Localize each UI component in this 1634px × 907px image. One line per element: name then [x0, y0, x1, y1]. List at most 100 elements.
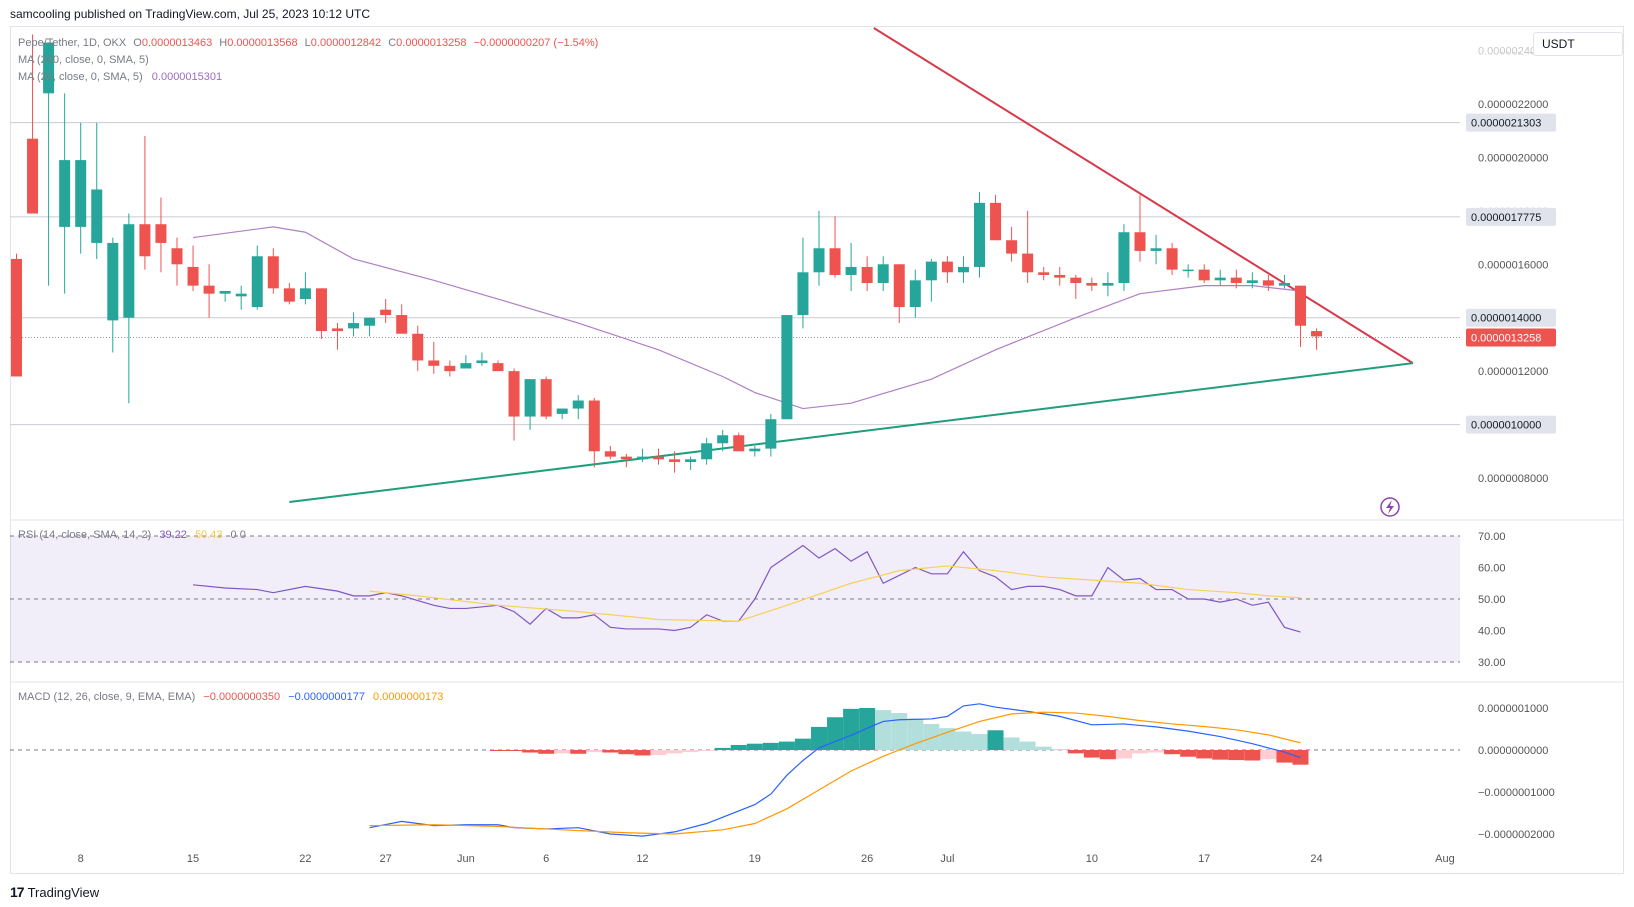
legend-o-label: O — [133, 37, 142, 49]
chart-frame — [10, 26, 1624, 874]
descending-resistance-line[interactable] — [873, 27, 1414, 364]
time-axis: 8 15 22 27 Jun 6 12 19 26 Jul 10 17 24 Aug — [78, 853, 1455, 865]
macd-histogram-bar — [650, 750, 667, 756]
time-tick-label: 24 — [1310, 853, 1322, 865]
candle-down — [540, 379, 552, 417]
candle-down — [187, 266, 199, 286]
macd-histogram-bar — [1035, 746, 1052, 750]
candles — [11, 34, 1323, 473]
price-level-label: 0.0000021303 — [1471, 118, 1541, 130]
macd-histogram-bar — [490, 750, 506, 751]
candle-up — [364, 317, 376, 326]
candle-up — [685, 459, 697, 462]
candle-up — [75, 160, 87, 227]
svg-text:MA (20, close, 0, SMA, 5): MA (20, close, 0, SMA, 5) 0.0000015301 — [18, 71, 222, 83]
price-legend: Pepe/Tether, 1D, OKX O0.0000013463 H0.00… — [18, 37, 598, 83]
macd-histogram-bar — [1067, 750, 1084, 754]
candle-up — [636, 456, 648, 460]
candle-up — [460, 363, 472, 369]
price-grid — [10, 52, 1620, 426]
macd-histogram-bar — [666, 750, 683, 754]
candle-down — [653, 456, 664, 460]
macd-histogram-bar — [586, 750, 603, 753]
price-level-badge — [1466, 207, 1556, 226]
candle-down — [315, 288, 327, 332]
candle-down — [444, 365, 456, 372]
legend-close: 0.0000013258 — [396, 37, 466, 49]
price-level-label: 0.0000013258 — [1471, 333, 1541, 345]
macd-histogram-bar — [1083, 750, 1100, 758]
macd-histogram-bar — [1115, 750, 1132, 759]
macd-histogram-bar — [698, 750, 715, 751]
price-tick-label-faded: 0.0000024000 — [1478, 46, 1548, 58]
legend-c-label: C — [388, 37, 396, 49]
candle-down — [588, 400, 600, 452]
price-labels: 0.0000021303 0.0000017775 0.0000014000 0.00… — [1466, 113, 1556, 434]
candle-up — [765, 419, 777, 449]
macd-histogram-bar — [827, 717, 844, 750]
macd-histogram-bar — [923, 723, 940, 750]
candle-down — [396, 315, 408, 334]
candle-down — [155, 224, 167, 243]
macd-histogram-bar — [730, 744, 747, 750]
time-tick-label: 26 — [861, 853, 873, 865]
macd-histogram-bar — [1099, 750, 1116, 760]
price-level-badge — [1466, 415, 1556, 434]
time-tick-label: 6 — [543, 853, 549, 865]
candle-down — [733, 435, 745, 452]
candle-down — [1230, 277, 1242, 283]
legend-open: 0.0000013463 — [142, 37, 212, 49]
macd-histogram-bar — [859, 708, 876, 750]
macd-histogram-bar — [1228, 750, 1245, 761]
candle-down — [990, 202, 1002, 241]
candle-down — [11, 258, 22, 377]
macd-histogram-bar — [746, 743, 763, 750]
time-tick-label: 10 — [1086, 853, 1098, 865]
macd-histogram-bar — [522, 750, 539, 753]
lightning-icon[interactable] — [1380, 497, 1400, 517]
rsi-tick-label: 60.00 — [1478, 563, 1506, 575]
candle-up — [1182, 269, 1194, 272]
macd-histogram-bar — [634, 750, 651, 756]
candle-up — [701, 443, 713, 460]
time-tick-label: 17 — [1198, 853, 1210, 865]
candle-up — [877, 264, 889, 283]
rsi-line — [192, 544, 1301, 633]
time-tick-label: Aug — [1435, 853, 1455, 865]
legend-l-label: L — [305, 37, 311, 49]
candle-up — [1102, 282, 1114, 286]
price-level-badge — [1466, 308, 1556, 327]
candle-up — [781, 315, 793, 420]
macd-histogram-bar — [1132, 750, 1148, 754]
candle-down — [1134, 232, 1146, 251]
macd-tick-label: 0.0000001000 — [1478, 703, 1548, 715]
candle-down — [412, 333, 424, 361]
candle-up — [749, 448, 761, 452]
macd-histogram-bar — [794, 738, 811, 750]
candle-up — [1118, 232, 1130, 283]
candle-down — [669, 459, 681, 462]
legend-symbol: Pepe/Tether, 1D, OKX — [18, 37, 127, 49]
currency-selector[interactable]: USDT — [1533, 32, 1623, 56]
footer: 17 TradingView — [10, 884, 99, 900]
macd-tick-label: −0.0000001000 — [1478, 787, 1555, 799]
candle-down — [283, 288, 295, 302]
price-tick-label: 0.0000012000 — [1478, 366, 1548, 378]
macd-line-value: −0.0000000177 — [288, 691, 365, 703]
last-price-badge — [1466, 328, 1556, 347]
candle-down — [171, 248, 183, 265]
macd-histogram-bar — [955, 731, 972, 750]
time-tick-label: Jun — [457, 853, 475, 865]
ascending-support-line[interactable] — [289, 362, 1413, 504]
candle-down — [893, 264, 905, 308]
candle-up — [556, 408, 568, 414]
ma20-line-group — [192, 226, 1301, 410]
candle-up — [909, 280, 921, 308]
rsi-tick-label: 50.00 — [1478, 594, 1506, 606]
candle-up — [1278, 282, 1290, 286]
candle-up — [717, 435, 729, 444]
macd-histogram-bar — [1019, 741, 1036, 750]
candle-down — [1022, 253, 1034, 273]
macd-histogram-bar — [811, 726, 827, 750]
